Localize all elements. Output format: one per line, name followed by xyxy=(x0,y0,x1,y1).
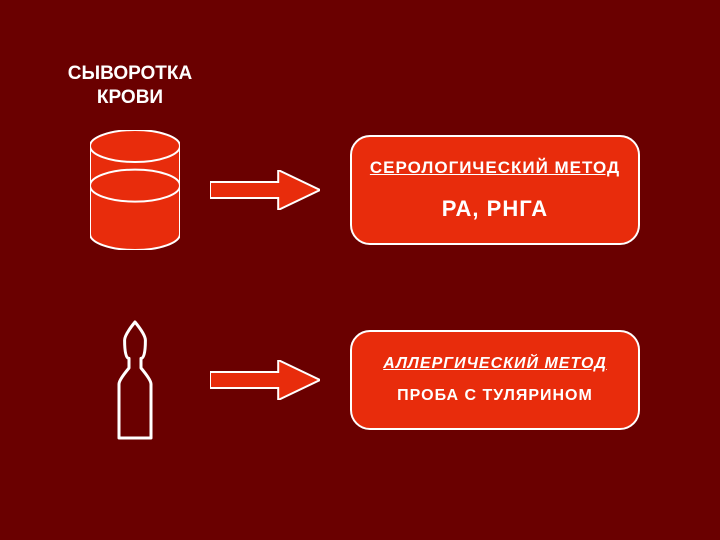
serologic-heading: СЕРОЛОГИЧЕСКИЙ МЕТОД xyxy=(370,158,620,178)
arrow-allergic xyxy=(210,360,320,400)
arrow-serologic xyxy=(210,170,320,210)
slide-root: СЫВОРОТКА КРОВИ СЕРОЛОГИЧЕСКИЙ МЕТОД РА,… xyxy=(0,0,720,540)
serologic-method-box: СЕРОЛОГИЧЕСКИЙ МЕТОД РА, РНГА xyxy=(350,135,640,245)
serologic-sub: РА, РНГА xyxy=(442,196,548,222)
title-label: СЫВОРОТКА КРОВИ xyxy=(50,62,210,110)
cylinder-icon xyxy=(90,130,180,250)
ampoule-icon xyxy=(115,320,155,440)
allergic-sub: ПРОБА С ТУЛЯРИНОМ xyxy=(397,387,593,405)
allergic-method-box: АЛЛЕРГИЧЕСКИЙ МЕТОД ПРОБА С ТУЛЯРИНОМ xyxy=(350,330,640,430)
allergic-heading: АЛЛЕРГИЧЕСКИЙ МЕТОД xyxy=(383,355,607,373)
